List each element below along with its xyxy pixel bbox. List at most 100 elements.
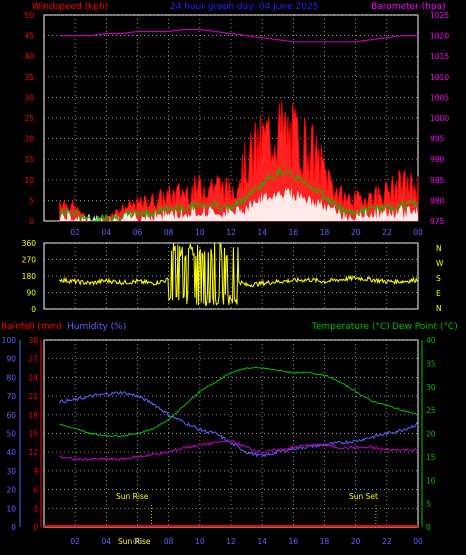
tick-label: 1025 (430, 11, 449, 20)
tick-label: 16 (289, 228, 299, 237)
compass-label: N (436, 244, 442, 253)
tick-label: 20 (6, 486, 16, 495)
tick-label: 35 (426, 359, 436, 368)
dewpoint-series (59, 439, 419, 462)
graph-title: 24 hour graph day: 04 June 2025 (170, 2, 318, 12)
compass-label: N (436, 304, 442, 313)
tick-label: 1005 (430, 93, 449, 102)
humidity-series (59, 390, 419, 458)
tick-label: 22 (382, 228, 392, 237)
tick-label: 30 (426, 383, 436, 392)
tick-label: 00 (413, 228, 423, 237)
sunrise-annotation: Sun Rise (116, 492, 149, 501)
tick-label: 80 (6, 373, 16, 382)
compass-label: E (436, 289, 441, 298)
tick-label: 90 (26, 289, 36, 298)
tick-label: 10 (24, 176, 34, 185)
avg-wind-series (59, 166, 419, 222)
compass-label: S (436, 274, 441, 283)
dewpoint-axis-label: Dew Point (°C) (392, 322, 458, 332)
tick-label: 990 (430, 155, 445, 164)
tick-label: 0 (31, 305, 36, 314)
tick-label: 30 (6, 467, 16, 476)
tick-label: 08 (164, 228, 174, 237)
tick-label: 975 (430, 217, 445, 226)
tick-label: 0 (29, 217, 34, 226)
humidity-axis-label: Humidity (%) (67, 322, 126, 332)
tick-label: 04 (102, 228, 112, 237)
tick-label: 12 (226, 537, 236, 546)
tick-label: 20 (351, 537, 361, 546)
tick-label: 06 (133, 228, 143, 237)
tick-label: 1015 (430, 52, 449, 61)
wind-baro-panel: 0510152025303540455097598098599099510001… (24, 11, 449, 237)
barometer-series (59, 28, 418, 43)
tick-label: 40 (6, 448, 16, 457)
windspeed-series (59, 99, 419, 222)
tick-label: 22 (382, 537, 392, 546)
tick-label: 27 (28, 355, 38, 364)
tick-label: 180 (22, 272, 37, 281)
tick-label: 60 (6, 411, 16, 420)
tick-label: 18 (320, 537, 330, 546)
tick-label: 985 (430, 176, 445, 185)
tick-label: 00 (413, 537, 423, 546)
tick-label: 100 (2, 336, 17, 345)
tick-label: 70 (6, 392, 16, 401)
tick-label: 10 (426, 476, 436, 485)
tick-label: 1000 (430, 114, 449, 123)
tick-label: 15 (24, 155, 34, 164)
tick-label: 1020 (430, 32, 449, 41)
tick-label: 995 (430, 135, 445, 144)
tick-label: 24 (28, 373, 38, 382)
tick-label: 10 (6, 504, 16, 513)
tick-label: 15 (28, 430, 38, 439)
tick-label: 1010 (430, 73, 449, 82)
tick-label: 08 (164, 537, 174, 546)
temperature-series (59, 366, 419, 437)
tick-label: 30 (24, 93, 34, 102)
tick-label: 0 (33, 523, 38, 532)
tick-label: 50 (24, 11, 34, 20)
tick-label: 18 (320, 228, 330, 237)
tick-label: 20 (351, 228, 361, 237)
tick-label: 5 (426, 500, 431, 509)
tick-label: 25 (426, 406, 436, 415)
direction-series (59, 241, 419, 307)
tick-label: 6 (33, 486, 38, 495)
tick-label: 14 (257, 228, 267, 237)
tick-label: 18 (28, 411, 38, 420)
tick-label: 04 (102, 537, 112, 546)
tick-label: 50 (6, 430, 16, 439)
tick-label: 02 (70, 537, 80, 546)
sunrise-annotation-2: Sun Rise (118, 537, 151, 546)
tick-label: 9 (33, 467, 38, 476)
tick-label: 35 (24, 73, 34, 82)
windspeed-axis-label: Windspeed (kph) (32, 2, 108, 12)
tick-label: 360 (22, 239, 37, 248)
tick-label: 30 (28, 336, 38, 345)
tick-label: 14 (257, 537, 267, 546)
tick-label: 270 (22, 256, 37, 265)
tick-label: 40 (426, 336, 436, 345)
temperature-axis-label: Temperature (°C) (311, 322, 390, 332)
tick-label: 06 (133, 537, 143, 546)
tick-label: 0 (426, 523, 431, 532)
tick-label: 20 (426, 430, 436, 439)
tick-label: 16 (289, 537, 299, 546)
tick-label: 12 (226, 228, 236, 237)
tick-label: 10 (195, 537, 205, 546)
tick-label: 21 (28, 392, 38, 401)
tick-label: 10 (195, 228, 205, 237)
tick-label: 20 (24, 135, 34, 144)
compass-label: W (436, 259, 444, 268)
tick-label: 0 (11, 523, 16, 532)
barometer-axis-label: Barometer (hpa) (371, 2, 446, 12)
tick-label: 02 (70, 228, 80, 237)
tick-label: 25 (24, 114, 34, 123)
tick-label: 40 (24, 52, 34, 61)
tick-label: 45 (24, 32, 34, 41)
